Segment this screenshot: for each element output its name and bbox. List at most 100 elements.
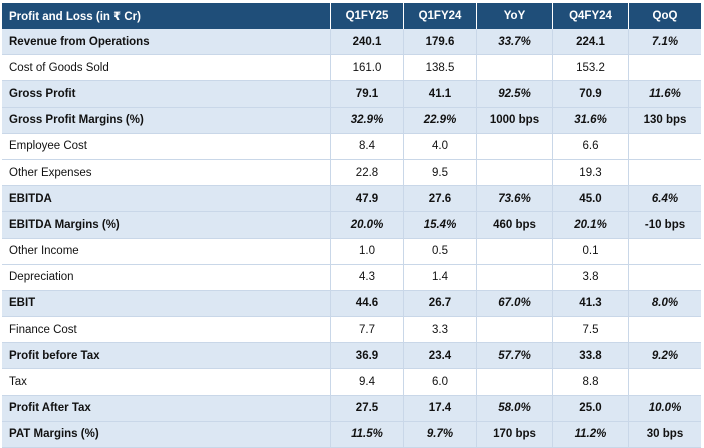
cell-qoq — [628, 317, 701, 344]
header-label: Profit and Loss (in ₹ Cr) — [2, 3, 330, 29]
row-label: Other Income — [2, 238, 330, 265]
cell-qoq: 10.0% — [628, 395, 701, 422]
row-label: Profit before Tax — [2, 343, 330, 370]
cell-q1fy25: 9.4 — [330, 369, 403, 396]
cell-q1fy24: 23.4 — [403, 343, 476, 370]
row-label: Depreciation — [2, 264, 330, 291]
cell-q1fy24: 9.5 — [403, 159, 476, 187]
table-row: Other Expenses 22.8 9.5 19.3 — [2, 159, 701, 187]
cell-qoq — [628, 238, 701, 265]
cell-q1fy24: 22.9% — [403, 107, 476, 134]
table-row: EBITDA 47.9 27.6 73.6% 45.0 6.4% — [2, 186, 701, 213]
cell-q1fy24: 41.1 — [403, 81, 476, 108]
table-row: Cost of Goods Sold 161.0 138.5 153.2 — [2, 55, 701, 82]
table-row: Depreciation 4.3 1.4 3.8 — [2, 264, 701, 291]
cell-yoy — [476, 317, 552, 344]
table-row: Profit before Tax 36.9 23.4 57.7% 33.8 9… — [2, 343, 701, 370]
cell-q1fy24: 3.3 — [403, 317, 476, 344]
row-label: Other Expenses — [2, 159, 330, 187]
cell-yoy: 460 bps — [476, 212, 552, 239]
cell-q1fy24: 138.5 — [403, 55, 476, 82]
cell-yoy: 58.0% — [476, 395, 552, 422]
cell-yoy — [476, 133, 552, 160]
cell-q1fy24: 179.6 — [403, 29, 476, 56]
cell-qoq: 8.0% — [628, 290, 701, 318]
cell-yoy: 170 bps — [476, 421, 552, 448]
row-label: EBIT — [2, 290, 330, 318]
cell-yoy — [476, 55, 552, 82]
cell-q1fy25: 11.5% — [330, 421, 403, 448]
row-label: Finance Cost — [2, 317, 330, 344]
cell-q4fy24: 19.3 — [552, 159, 628, 187]
row-label: Gross Profit — [2, 81, 330, 108]
cell-q4fy24: 3.8 — [552, 264, 628, 291]
header-yoy: YoY — [476, 3, 552, 29]
cell-q1fy24: 27.6 — [403, 186, 476, 213]
table-row: Profit After Tax 27.5 17.4 58.0% 25.0 10… — [2, 395, 701, 422]
cell-q4fy24: 31.6% — [552, 107, 628, 134]
row-label: EBITDA — [2, 186, 330, 213]
table-row: Revenue from Operations 240.1 179.6 33.7… — [2, 29, 701, 56]
cell-q1fy24: 9.7% — [403, 421, 476, 448]
cell-q4fy24: 6.6 — [552, 133, 628, 160]
cell-qoq: 6.4% — [628, 186, 701, 213]
profit-and-loss-table: Profit and Loss (in ₹ Cr) Q1FY25 Q1FY24 … — [2, 3, 701, 448]
cell-q1fy25: 4.3 — [330, 264, 403, 291]
row-label: Profit After Tax — [2, 395, 330, 422]
row-label: Cost of Goods Sold — [2, 55, 330, 82]
cell-yoy — [476, 369, 552, 396]
table-header-row: Profit and Loss (in ₹ Cr) Q1FY25 Q1FY24 … — [2, 3, 701, 29]
cell-q1fy24: 6.0 — [403, 369, 476, 396]
cell-q4fy24: 153.2 — [552, 55, 628, 82]
table-row: Finance Cost 7.7 3.3 7.5 — [2, 317, 701, 344]
cell-qoq — [628, 264, 701, 291]
cell-q1fy25: 36.9 — [330, 343, 403, 370]
header-q1fy25: Q1FY25 — [330, 3, 403, 29]
row-label: PAT Margins (%) — [2, 421, 330, 448]
cell-q1fy24: 26.7 — [403, 290, 476, 318]
cell-q1fy24: 15.4% — [403, 212, 476, 239]
cell-q1fy25: 240.1 — [330, 29, 403, 56]
table-row: PAT Margins (%) 11.5% 9.7% 170 bps 11.2%… — [2, 421, 701, 448]
cell-q1fy25: 7.7 — [330, 317, 403, 344]
cell-q1fy25: 161.0 — [330, 55, 403, 82]
cell-yoy — [476, 159, 552, 187]
cell-q4fy24: 224.1 — [552, 29, 628, 56]
cell-q4fy24: 33.8 — [552, 343, 628, 370]
table-row: Employee Cost 8.4 4.0 6.6 — [2, 133, 701, 160]
cell-qoq — [628, 55, 701, 82]
cell-q1fy25: 1.0 — [330, 238, 403, 265]
cell-q4fy24: 70.9 — [552, 81, 628, 108]
cell-yoy: 92.5% — [476, 81, 552, 108]
header-q1fy24: Q1FY24 — [403, 3, 476, 29]
table-row: EBIT 44.6 26.7 67.0% 41.3 8.0% — [2, 290, 701, 318]
cell-q1fy24: 4.0 — [403, 133, 476, 160]
table-row: Tax 9.4 6.0 8.8 — [2, 369, 701, 396]
cell-q1fy25: 27.5 — [330, 395, 403, 422]
cell-q1fy25: 8.4 — [330, 133, 403, 160]
cell-q1fy24: 0.5 — [403, 238, 476, 265]
cell-qoq — [628, 133, 701, 160]
cell-q4fy24: 7.5 — [552, 317, 628, 344]
header-qoq: QoQ — [628, 3, 701, 29]
cell-yoy — [476, 238, 552, 265]
header-q4fy24: Q4FY24 — [552, 3, 628, 29]
cell-q4fy24: 20.1% — [552, 212, 628, 239]
cell-yoy: 1000 bps — [476, 107, 552, 134]
cell-qoq: -10 bps — [628, 212, 701, 239]
cell-qoq: 130 bps — [628, 107, 701, 134]
table-row: Gross Profit 79.1 41.1 92.5% 70.9 11.6% — [2, 81, 701, 108]
cell-q1fy24: 1.4 — [403, 264, 476, 291]
cell-qoq — [628, 159, 701, 187]
cell-q4fy24: 41.3 — [552, 290, 628, 318]
row-label: EBITDA Margins (%) — [2, 212, 330, 239]
row-label: Employee Cost — [2, 133, 330, 160]
cell-q4fy24: 8.8 — [552, 369, 628, 396]
cell-q1fy25: 44.6 — [330, 290, 403, 318]
cell-yoy: 33.7% — [476, 29, 552, 56]
cell-qoq: 7.1% — [628, 29, 701, 56]
cell-q4fy24: 0.1 — [552, 238, 628, 265]
cell-q4fy24: 45.0 — [552, 186, 628, 213]
table-row: EBITDA Margins (%) 20.0% 15.4% 460 bps 2… — [2, 212, 701, 239]
